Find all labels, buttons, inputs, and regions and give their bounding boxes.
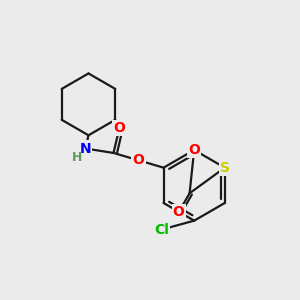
Text: Cl: Cl: [154, 223, 169, 236]
Text: O: O: [113, 121, 125, 135]
Text: O: O: [172, 206, 184, 219]
Text: H: H: [72, 152, 83, 164]
Text: O: O: [133, 153, 145, 167]
Text: S: S: [220, 161, 230, 175]
Text: N: N: [80, 142, 92, 155]
Text: O: O: [188, 143, 200, 157]
